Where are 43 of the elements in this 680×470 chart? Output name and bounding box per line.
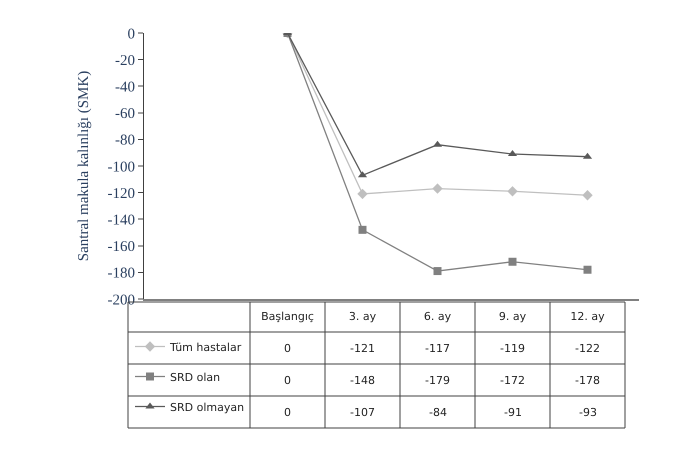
point (432, 183, 443, 194)
point (582, 190, 593, 200)
data-label: 0 (284, 342, 291, 355)
y-tick-label: -100 (108, 159, 135, 176)
y-axis-title: Santral makula kalınlığı (SMK) (76, 70, 92, 262)
point (357, 188, 368, 200)
data-label: -172 (500, 374, 525, 387)
data-label: -119 (500, 342, 525, 355)
point (584, 266, 592, 274)
point (358, 226, 366, 234)
point (508, 258, 516, 266)
y-tick-label: -80 (115, 132, 135, 149)
y-tick-label: -200 (108, 292, 135, 308)
x-tick-label: 6. ay (424, 310, 452, 323)
data-label: -178 (575, 374, 600, 387)
x-tick-label: 9. ay (498, 310, 527, 323)
data-label: -84 (429, 406, 447, 419)
y-tick-label: -160 (108, 239, 135, 256)
data-label: -91 (504, 406, 522, 419)
data-label: -179 (425, 374, 450, 387)
y-tick-label: -40 (115, 79, 135, 96)
x-tick-label: Başlangıç (261, 310, 314, 323)
data-label: -121 (350, 342, 375, 355)
data-label: -122 (575, 342, 600, 355)
legend-label: SRD olmayan (170, 400, 244, 414)
data-label: -107 (350, 406, 375, 419)
x-tick-label: 3. ay (348, 310, 377, 323)
data-label: -117 (425, 342, 450, 355)
data-label: -148 (350, 374, 375, 387)
y-tick-label: 0 (128, 26, 135, 42)
data-label: 0 (284, 374, 291, 387)
legend-label: Tüm hastalar (169, 340, 242, 354)
y-tick-label: -120 (108, 186, 135, 202)
y-tick-label: -20 (115, 52, 135, 69)
y-tick-label: -180 (108, 266, 135, 282)
data-label: 0 (284, 406, 291, 419)
legend-label: SRD olan (170, 370, 220, 384)
y-tick-label: -60 (115, 106, 135, 122)
y-tick-label: -140 (108, 212, 135, 228)
data-label: -93 (579, 406, 597, 419)
point (434, 267, 442, 276)
point (507, 186, 518, 196)
x-tick-label: 12. ay (570, 310, 606, 323)
